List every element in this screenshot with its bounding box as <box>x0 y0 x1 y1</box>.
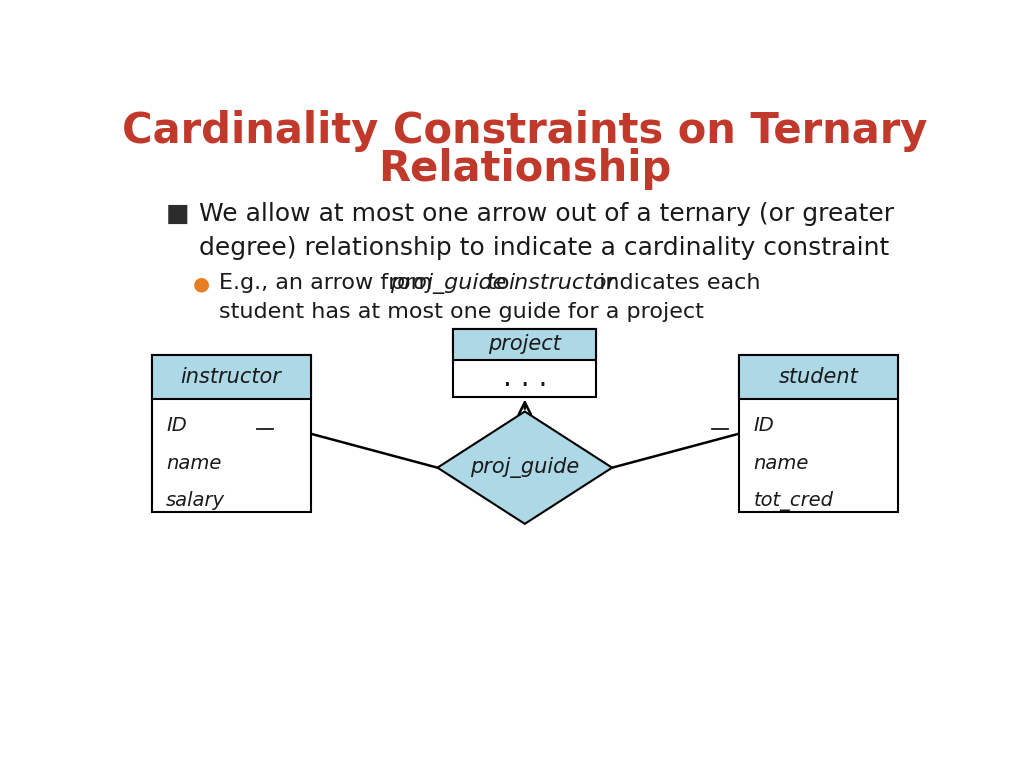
Text: salary: salary <box>166 492 225 510</box>
Text: ID: ID <box>754 416 774 435</box>
FancyBboxPatch shape <box>152 356 310 399</box>
FancyBboxPatch shape <box>739 356 898 399</box>
Text: ID: ID <box>166 416 186 435</box>
Text: Cardinality Constraints on Ternary: Cardinality Constraints on Ternary <box>122 110 928 152</box>
Text: E.g., an arrow from: E.g., an arrow from <box>219 273 439 293</box>
FancyBboxPatch shape <box>152 356 310 512</box>
Text: name: name <box>166 454 221 472</box>
Text: instructor: instructor <box>509 273 616 293</box>
Text: ●: ● <box>194 274 210 293</box>
Text: ■: ■ <box>166 201 189 226</box>
Text: tot_cred: tot_cred <box>754 491 834 511</box>
Text: proj_guide: proj_guide <box>390 273 507 293</box>
Text: . . .: . . . <box>503 364 547 392</box>
Text: student: student <box>778 367 858 387</box>
Text: We allow at most one arrow out of a ternary (or greater: We allow at most one arrow out of a tern… <box>200 201 895 226</box>
Text: to: to <box>480 273 517 293</box>
FancyBboxPatch shape <box>454 329 596 360</box>
Text: name: name <box>754 454 809 472</box>
Text: degree) relationship to indicate a cardinality constraint: degree) relationship to indicate a cardi… <box>200 236 890 260</box>
Text: student has at most one guide for a project: student has at most one guide for a proj… <box>219 302 705 322</box>
Text: instructor: instructor <box>180 367 282 387</box>
Polygon shape <box>437 412 612 524</box>
Text: proj_guide: proj_guide <box>470 457 580 478</box>
Text: Relationship: Relationship <box>378 148 672 190</box>
FancyBboxPatch shape <box>739 356 898 512</box>
Text: project: project <box>488 334 561 354</box>
FancyBboxPatch shape <box>454 329 596 397</box>
Text: indicates each: indicates each <box>592 273 761 293</box>
